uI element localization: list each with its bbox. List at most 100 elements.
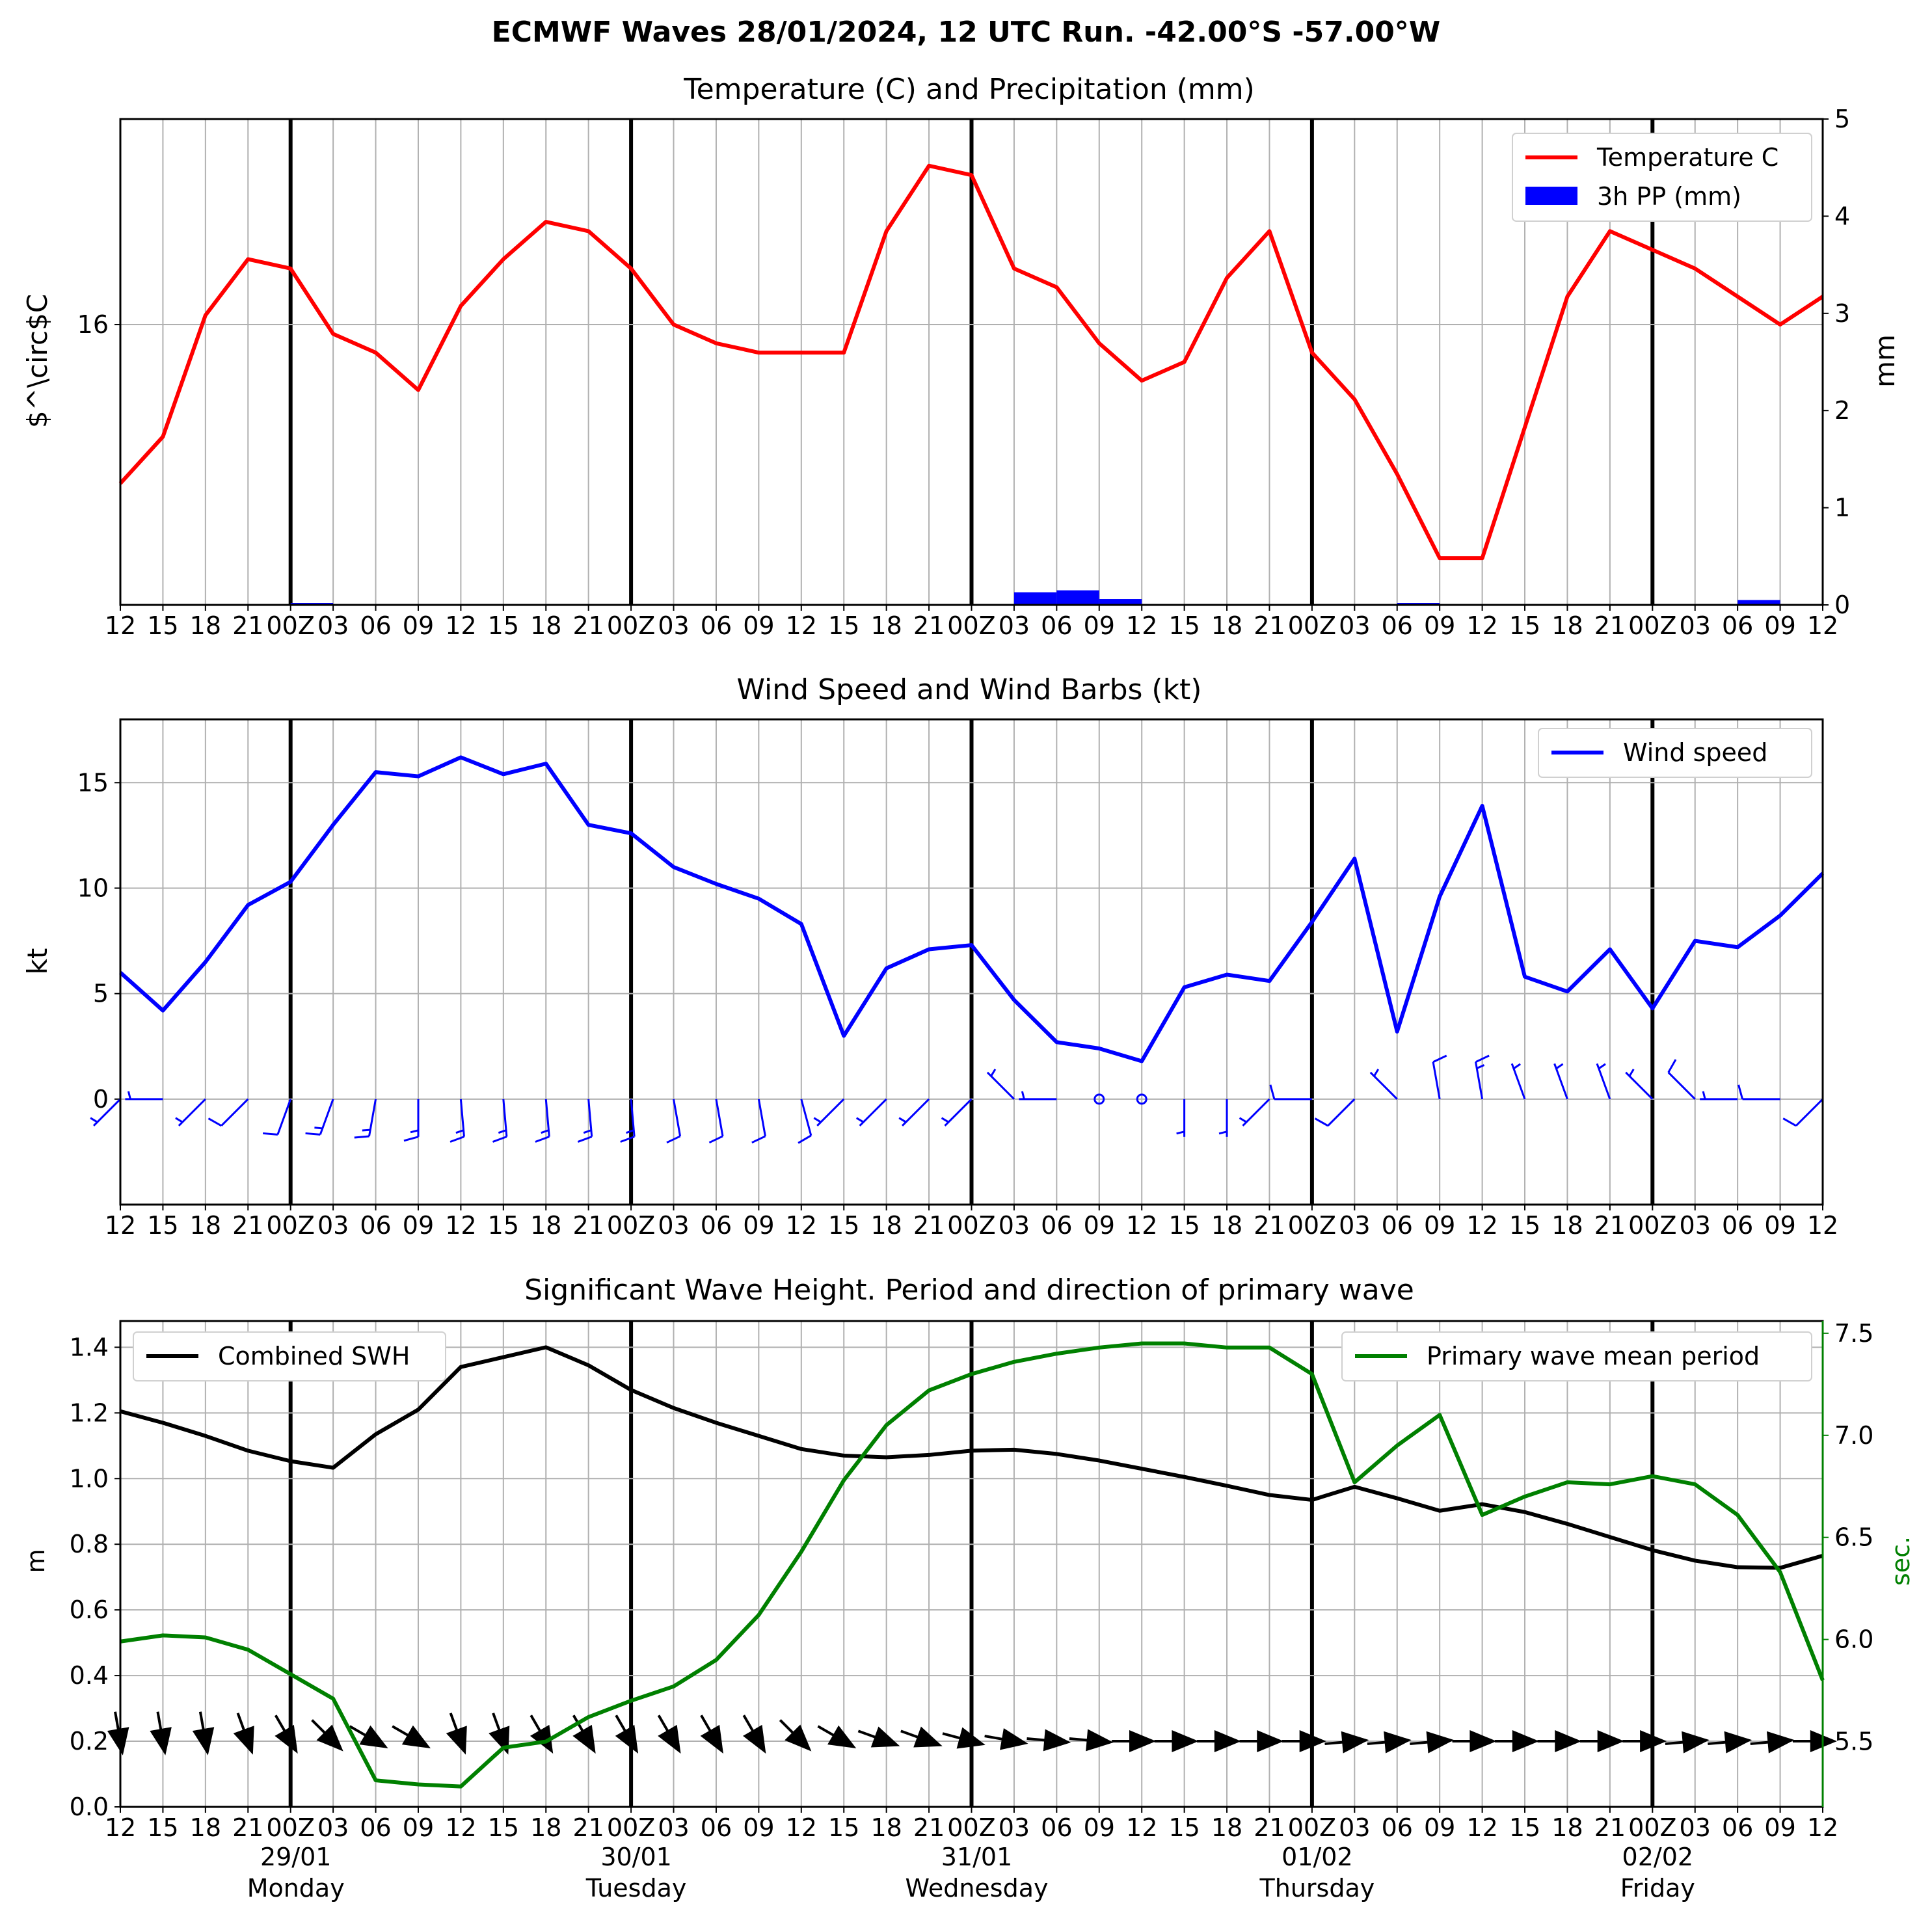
wave-direction-arrow	[615, 1715, 639, 1754]
wind-barb-feather	[449, 1136, 464, 1143]
wave-direction-arrow	[657, 1715, 681, 1754]
wind-barb	[175, 1098, 206, 1127]
wave-direction-arrow	[1579, 1730, 1624, 1753]
wind-barb-feather	[354, 1135, 369, 1139]
x-tick-label: 09	[743, 1813, 774, 1842]
x-tick-label: 12	[786, 1211, 817, 1240]
wind-barb-shaft	[673, 1099, 682, 1137]
y-right-tick-label: 4	[1834, 202, 1850, 230]
x-tick-label: 21	[572, 611, 604, 640]
x-tick-label: 18	[1551, 611, 1583, 640]
wave-arrow-head	[1043, 1729, 1071, 1752]
wave-arrow-head	[1129, 1730, 1157, 1753]
y-tick-label: 1.0	[70, 1464, 109, 1493]
wave-arrow-head	[1766, 1731, 1795, 1754]
x-tick-label: 00Z	[1628, 611, 1676, 640]
y-tick-label: 0	[93, 1085, 109, 1114]
y-tick-label: 0.6	[70, 1595, 109, 1624]
wind-barb	[708, 1099, 724, 1144]
wind-barb-half-feather	[583, 1129, 592, 1134]
wave-arrow-head	[572, 1724, 596, 1754]
wind-barb-shaft	[800, 1099, 812, 1136]
wave-direction-arrow	[274, 1715, 298, 1754]
wind-barb-half-feather	[1176, 1130, 1185, 1135]
wave-direction-arrow	[1495, 1730, 1540, 1753]
y-right-tick-label: 6.5	[1834, 1523, 1873, 1552]
x-tick-label: 18	[1211, 1813, 1242, 1842]
x-tick-label: 21	[232, 1813, 263, 1842]
wind-barb-calm	[1136, 1093, 1147, 1105]
x-tick-label: 03	[999, 1211, 1030, 1240]
x-tick-label: 15	[828, 611, 859, 640]
wave-arrow-head	[1000, 1728, 1028, 1750]
day-date-label: 30/01	[600, 1843, 672, 1871]
wave-direction-arrow	[817, 1725, 857, 1749]
y-tick-label: 0.4	[70, 1661, 109, 1690]
wave-arrow-head	[401, 1725, 431, 1749]
wind-barb-calm	[1093, 1093, 1105, 1105]
panel-title-temperature: Temperature (C) and Precipitation (mm)	[683, 73, 1255, 106]
x-tick-label: 21	[913, 1211, 945, 1240]
wave-arrow-head	[956, 1727, 986, 1749]
wave-direction-arrow	[1112, 1730, 1157, 1753]
wind-barb-half-feather	[455, 1129, 464, 1134]
wave-arrow-head	[1469, 1730, 1497, 1753]
wind-barb-half-feather	[541, 1129, 549, 1134]
wave-direction-arrow	[1452, 1730, 1497, 1753]
x-tick-label: 09	[1084, 611, 1115, 640]
x-tick-label: 03	[1339, 1211, 1370, 1240]
wind-barb	[1218, 1099, 1228, 1137]
wind-barb-feather	[492, 1136, 507, 1143]
wave-direction-arrow	[742, 1715, 766, 1754]
wind-barb	[449, 1099, 465, 1143]
x-tick-label: 15	[1168, 611, 1200, 640]
wave-arrow-head	[233, 1726, 254, 1755]
wind-barb-half-feather	[626, 1129, 634, 1134]
x-tick-label: 06	[360, 1813, 391, 1842]
x-tick-label: 18	[530, 1211, 561, 1240]
x-tick-label: 18	[870, 1813, 902, 1842]
x-tick-label: 00Z	[1288, 1813, 1336, 1842]
wind-barb-shaft	[715, 1099, 724, 1137]
y-right-tick-label: 6.0	[1834, 1625, 1873, 1654]
wave-arrow-head	[1724, 1731, 1752, 1754]
x-tick-label: 03	[1680, 611, 1711, 640]
wave-arrow-head	[316, 1724, 343, 1752]
plot-frame	[119, 118, 1824, 606]
x-tick-label: 18	[1551, 1813, 1583, 1842]
wind-barb	[898, 1098, 930, 1127]
wave-direction-arrow	[1154, 1730, 1199, 1753]
day-weekday-label: Monday	[247, 1874, 345, 1902]
legend-label-temperature: Temperature C	[1596, 143, 1778, 172]
wave-direction-arrow	[1239, 1730, 1284, 1753]
wind-barb-shaft	[276, 1099, 292, 1135]
x-tick-label: 06	[1041, 1813, 1072, 1842]
x-tick-label: 09	[743, 611, 774, 640]
precip-bar	[1056, 590, 1099, 605]
wind-barb-shaft	[1510, 1063, 1526, 1100]
precip-bar	[1099, 599, 1142, 605]
x-tick-label: 09	[1424, 1813, 1455, 1842]
wind-barb	[1176, 1099, 1186, 1137]
wave-direction-arrow	[700, 1715, 723, 1754]
wave-direction-arrow	[311, 1719, 343, 1752]
wave-arrow-head	[658, 1724, 681, 1754]
x-tick-label: 03	[658, 1813, 689, 1842]
x-tick-label: 03	[1339, 611, 1370, 640]
wave-arrow-head	[743, 1724, 766, 1754]
x-tick-label: 18	[190, 1211, 221, 1240]
x-tick-label: 09	[1764, 1813, 1795, 1842]
wind-barb-shaft	[178, 1098, 206, 1127]
x-tick-label: 18	[1211, 611, 1242, 640]
wind-barb-feather	[708, 1135, 723, 1144]
x-tick-label: 06	[1722, 611, 1753, 640]
wind-barb-feather	[1475, 1054, 1490, 1063]
wave-direction-arrow	[530, 1715, 554, 1754]
wave-arrow-head	[1597, 1730, 1624, 1753]
wind-barb-shaft	[986, 1071, 1015, 1100]
wind-barb-feather	[403, 1136, 419, 1142]
x-tick-label: 00Z	[267, 611, 315, 640]
x-tick-label: 06	[1382, 1211, 1413, 1240]
wind-barb	[1510, 1063, 1526, 1100]
